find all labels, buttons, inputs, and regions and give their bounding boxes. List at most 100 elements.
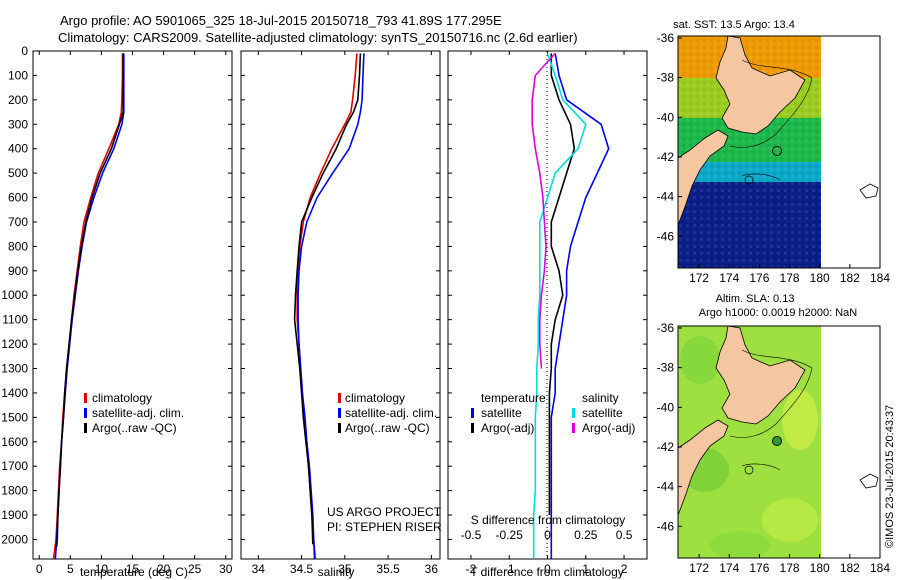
x-tick-label: 34 (252, 562, 266, 576)
x-tick-label: 0 (544, 562, 551, 576)
x-tick-label: 20 (157, 562, 171, 576)
sst-map (678, 36, 821, 268)
legend-swatch-sal-satellite (572, 408, 575, 418)
legend-title-salinity: salinity (582, 391, 619, 405)
depth-tick-label: 1500 (1, 410, 28, 424)
top-x-tick-label: 0 (544, 528, 551, 542)
argo-float-marker (772, 436, 782, 446)
map-y-tick-label: -46 (657, 229, 675, 243)
series-line-salinity-satellite (532, 53, 587, 559)
top-x-tick-label: -0.25 (496, 528, 524, 542)
bathymetry-contour (729, 349, 813, 438)
map-x-tick-label: 176 (749, 271, 769, 285)
difference-legend: temperature salinity satellite Argo(-adj… (471, 391, 635, 435)
legend-label-temp-satellite: satellite (481, 406, 522, 420)
legend-label-sal-satellite: satellite (582, 406, 623, 420)
sla-anomaly-patch (762, 498, 818, 542)
x-tick-label: 36 (425, 562, 439, 576)
legend-swatch-satellite (84, 408, 87, 418)
depth-tick-label: 1300 (1, 362, 28, 376)
south-island-land (678, 419, 729, 516)
legend-label-climatology: climatology (92, 391, 152, 405)
top-x-tick-label: 0.25 (574, 528, 598, 542)
x-tick-label: 35.5 (376, 562, 400, 576)
sla-anomaly-patch (680, 336, 720, 384)
map-x-tick-label: 172 (689, 271, 709, 285)
sst-map-frame (677, 35, 881, 269)
imos-credit: ©IMOS 23-Jul-2015 20:43:37 (884, 405, 896, 548)
salinity-x-ticks: 34 34.5 35 35.5 36 (252, 51, 439, 576)
legend-swatch-temp-satellite (471, 408, 474, 418)
bathymetry-contour (729, 59, 813, 148)
map-y-tick-label: -46 (657, 519, 675, 533)
map-x-tick-label: 184 (870, 561, 890, 575)
difference-xlabel: T difference from climatology (470, 565, 624, 579)
x-tick-label: 34.5 (290, 562, 314, 576)
map-y-tick-label: -42 (657, 440, 675, 454)
map-y-tick-label: -38 (657, 71, 675, 85)
sla-map-title: Altim. SLA: 0.13 (716, 293, 795, 305)
x-tick-label: 0 (36, 562, 43, 576)
depth-tick-label: 100 (8, 68, 28, 82)
legend-swatch-temp-argo (471, 423, 474, 433)
figure-title-line2: Climatology: CARS2009. Satellite-adjuste… (58, 30, 578, 45)
legend-label-argo: Argo(..raw -QC) (345, 421, 430, 435)
map-y-tick-label: -42 (657, 150, 675, 164)
north-island-land (715, 326, 806, 425)
seamount-contour (744, 175, 754, 185)
map-x-tick-label: 176 (749, 561, 769, 575)
top-x-tick-label: -0.5 (461, 528, 482, 542)
sla-anomaly-patch (782, 390, 818, 450)
depth-tick-label: 1800 (1, 484, 28, 498)
north-island-land (715, 36, 806, 135)
difference-series (531, 52, 610, 559)
legend-swatch-climatology (338, 393, 341, 403)
temperature-x-ticks: 0 5 10 15 20 25 30 (36, 51, 233, 576)
map-y-tick-label: -40 (657, 400, 675, 414)
legend-swatch-satellite (338, 408, 341, 418)
map-y-tick-label: -36 (657, 321, 675, 335)
series-line-argo (293, 53, 362, 545)
x-tick-label: 2 (621, 562, 628, 576)
project-annotation: US ARGO PROJECT (327, 505, 442, 519)
legend-label-satellite: satellite-adj. clim. (92, 406, 184, 420)
map-x-tick-label: 174 (719, 271, 739, 285)
depth-tick-label: 300 (8, 117, 28, 131)
depth-tick-label: 1100 (2, 313, 28, 327)
x-tick-label: -1 (504, 562, 515, 576)
salinity-series (293, 53, 365, 560)
depth-tick-label: 1700 (1, 459, 28, 473)
series-line-temperature-satellite (550, 53, 610, 559)
map-x-tick-label: 174 (719, 561, 739, 575)
x-tick-label: 30 (219, 562, 233, 576)
seamount-contour (744, 465, 754, 475)
sla-y-ticks: -36 -38 -40 -42 -44 -46 (657, 321, 682, 533)
map-x-tick-label: 172 (689, 561, 709, 575)
sla-map (678, 326, 821, 558)
x-tick-label: 5 (67, 562, 74, 576)
figure-title-line1: Argo profile: AO 5901065_325 18-Jul-2015… (60, 13, 502, 28)
argo-float-marker (772, 146, 782, 156)
legend-title-temperature: temperature (481, 391, 546, 405)
series-line-argo (55, 53, 124, 547)
temperature-panel-frame (32, 50, 233, 560)
x-tick-label: 25 (188, 562, 202, 576)
depth-tick-label: 800 (8, 239, 28, 253)
map-x-tick-label: 178 (780, 271, 800, 285)
x-tick-label: 15 (126, 562, 140, 576)
salinity-xlabel: salinity (318, 565, 355, 579)
depth-tick-label: 500 (8, 166, 28, 180)
chatham-rise-contour (741, 463, 781, 471)
legend-swatch-argo (338, 423, 341, 433)
sst-map-title: sat. SST: 13.5 Argo: 13.4 (673, 19, 795, 31)
map-y-tick-label: -44 (657, 480, 675, 494)
pi-annotation: PI: STEPHEN RISER (327, 520, 442, 534)
depth-tick-label: 1600 (1, 435, 28, 449)
series-line-salinity-argo (531, 52, 556, 369)
map-y-tick-label: -44 (657, 190, 675, 204)
south-island-land (678, 129, 729, 226)
depth-tick-label: 400 (8, 142, 28, 156)
sla-map-frame (677, 325, 881, 559)
depth-tick-label: 1200 (1, 337, 28, 351)
depth-tick-label: 600 (8, 191, 28, 205)
